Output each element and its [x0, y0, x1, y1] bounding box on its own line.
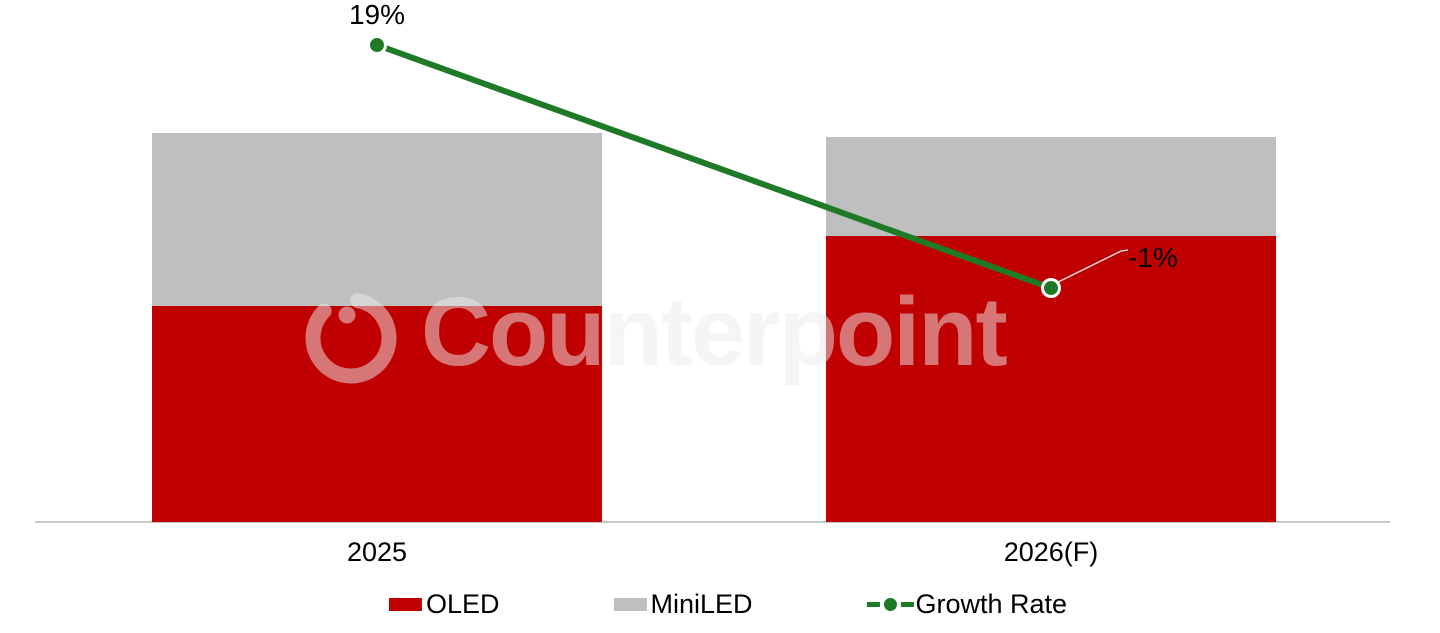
x-axis-line — [35, 521, 1390, 523]
x-axis-label-2026f: 2026(F) — [1003, 537, 1099, 567]
legend-label-growth-rate: Growth Rate — [915, 589, 1068, 619]
growth-data-label-2025: 19% — [348, 0, 406, 31]
bar-segment-2026f-miniled — [826, 136, 1276, 237]
growth-rate-line-marker-icon — [866, 597, 914, 611]
legend-label-oled: OLED — [425, 589, 500, 619]
bar-segment-2025-oled — [152, 306, 602, 522]
bar-segment-2025-miniled — [152, 133, 602, 307]
legend-item-miniled: MiniLED — [613, 588, 753, 620]
legend-label-miniled: MiniLED — [650, 589, 753, 619]
oled-swatch-icon — [388, 597, 422, 611]
miniled-swatch-icon — [613, 597, 647, 611]
x-axis-label-2025: 2025 — [346, 537, 408, 567]
growth-data-label-2026: -1% — [1128, 242, 1178, 274]
legend-item-growth-rate: Growth Rate — [866, 588, 1068, 620]
chart-legend: OLED MiniLED Growth Rate — [388, 588, 1068, 620]
growth-rate-marker-2025 — [367, 35, 387, 56]
bar-segment-2026f-oled — [826, 236, 1276, 522]
legend-item-oled: OLED — [388, 588, 500, 620]
